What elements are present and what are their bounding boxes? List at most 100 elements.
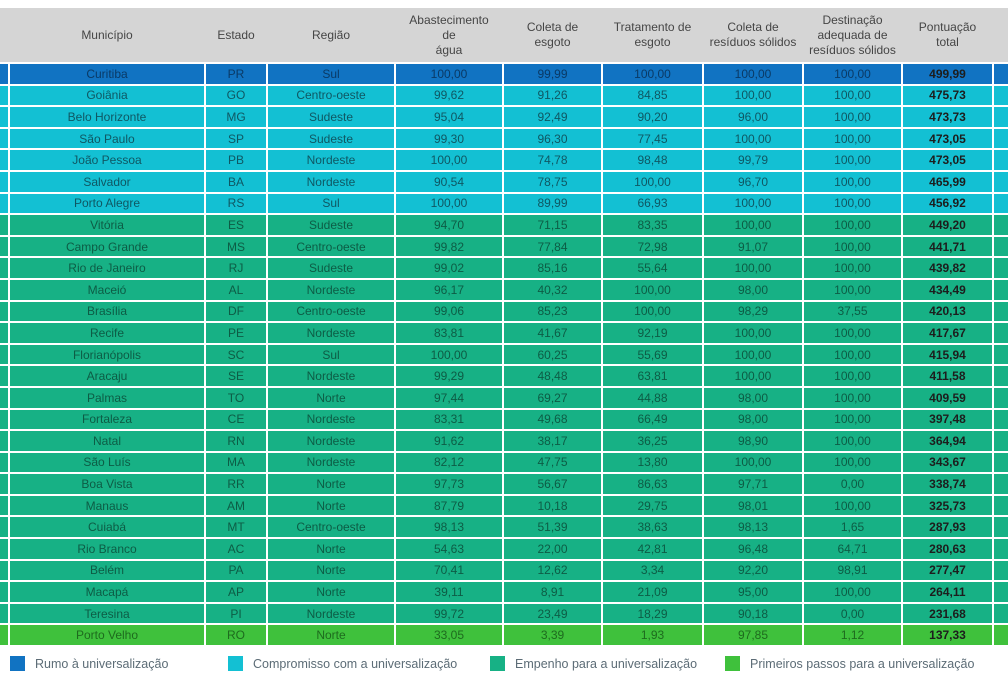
cell-destinacao: 100,00	[804, 495, 901, 516]
row-color-strip	[994, 301, 1008, 322]
cell-agua: 54,63	[396, 539, 502, 559]
cell-coleta_esgoto: 99,99	[504, 64, 601, 84]
sanitation-ranking-widget: Município Estado Região Abastecimento de ág…	[0, 8, 1008, 672]
row-color-strip	[0, 215, 8, 235]
cell-pontuacao: 411,58	[903, 366, 992, 386]
cell-tratamento_esgoto: 13,80	[603, 452, 702, 473]
cell-pontuacao: 325,73	[903, 495, 992, 516]
row-color-strip	[0, 560, 8, 581]
header-right-strip	[994, 8, 1008, 62]
cell-coleta_residuos: 92,20	[704, 560, 802, 581]
legend-item-rumo: Rumo à universalização	[10, 656, 228, 672]
cell-destinacao: 100,00	[804, 64, 901, 84]
row-color-strip	[0, 603, 8, 624]
cell-pontuacao: 473,05	[903, 150, 992, 170]
cell-regiao: Norte	[268, 560, 394, 581]
table-header-row: Município Estado Região Abastecimento de ág…	[0, 8, 1008, 62]
cell-coleta_residuos: 99,79	[704, 150, 802, 170]
row-color-strip	[994, 452, 1008, 473]
cell-municipio: Florianópolis	[10, 344, 204, 365]
cell-tratamento_esgoto: 86,63	[603, 474, 702, 494]
cell-destinacao: 100,00	[804, 236, 901, 257]
row-color-strip	[0, 387, 8, 408]
cell-municipio: Teresina	[10, 603, 204, 624]
cell-regiao: Sudeste	[268, 107, 394, 127]
cell-pontuacao: 420,13	[903, 301, 992, 322]
cell-estado: PA	[206, 560, 266, 581]
row-color-strip	[0, 539, 8, 559]
cell-coleta_residuos: 100,00	[704, 452, 802, 473]
cell-regiao: Centro-oeste	[268, 85, 394, 106]
cell-regiao: Nordeste	[268, 431, 394, 451]
cell-municipio: Goiânia	[10, 85, 204, 106]
row-color-strip	[0, 431, 8, 451]
cell-coleta_esgoto: 48,48	[504, 366, 601, 386]
row-color-strip	[994, 64, 1008, 84]
row-color-strip	[994, 474, 1008, 494]
cell-tratamento_esgoto: 92,19	[603, 323, 702, 343]
header-cell-destinacao: Destinação adequada de resíduos sólidos	[809, 12, 896, 57]
cell-estado: AC	[206, 539, 266, 559]
cell-tratamento_esgoto: 77,45	[603, 128, 702, 149]
cell-estado: TO	[206, 387, 266, 408]
cell-pontuacao: 449,20	[903, 215, 992, 235]
cell-coleta_esgoto: 49,68	[504, 409, 601, 430]
cell-coleta_esgoto: 47,75	[504, 452, 601, 473]
table-row: Belo Horizonte MG Sudeste 95,04 92,49 90,20 96…	[0, 107, 1008, 127]
cell-regiao: Sul	[268, 64, 394, 84]
cell-agua: 100,00	[396, 193, 502, 214]
cell-agua: 99,29	[396, 366, 502, 386]
table-row: João Pessoa PB Nordeste 100,00 74,78 98,48 99,…	[0, 150, 1008, 170]
cell-destinacao: 100,00	[804, 323, 901, 343]
cell-coleta_residuos: 100,00	[704, 215, 802, 235]
cell-estado: MA	[206, 452, 266, 473]
cell-destinacao: 100,00	[804, 279, 901, 300]
cell-regiao: Nordeste	[268, 452, 394, 473]
cell-destinacao: 100,00	[804, 366, 901, 386]
legend-label: Empenho para a universalização	[515, 656, 698, 671]
cell-agua: 83,31	[396, 409, 502, 430]
cell-tratamento_esgoto: 98,48	[603, 150, 702, 170]
cell-coleta_esgoto: 3,39	[504, 625, 601, 646]
table-row: Vitória ES Sudeste 94,70 71,15 83,35 100,00 100…	[0, 215, 1008, 235]
cell-coleta_residuos: 96,48	[704, 539, 802, 559]
row-color-strip	[0, 258, 8, 278]
cell-regiao: Nordeste	[268, 409, 394, 430]
table-row: Macapá AP Norte 39,11 8,91 21,09 95,00 100,00 26…	[0, 582, 1008, 602]
row-color-strip	[0, 366, 8, 386]
cell-agua: 87,79	[396, 495, 502, 516]
cell-coleta_esgoto: 74,78	[504, 150, 601, 170]
cell-municipio: Recife	[10, 323, 204, 343]
cell-pontuacao: 409,59	[903, 387, 992, 408]
cell-agua: 100,00	[396, 344, 502, 365]
table-row: Maceió AL Nordeste 96,17 40,32 100,00 98,00 100…	[0, 279, 1008, 300]
cell-pontuacao: 287,93	[903, 517, 992, 538]
cell-regiao: Sudeste	[268, 128, 394, 149]
cell-tratamento_esgoto: 44,88	[603, 387, 702, 408]
cell-pontuacao: 231,68	[903, 603, 992, 624]
cell-destinacao: 100,00	[804, 107, 901, 127]
legend: Rumo à universalização Compromisso com a …	[0, 656, 1008, 672]
cell-regiao: Nordeste	[268, 323, 394, 343]
cell-destinacao: 98,91	[804, 560, 901, 581]
cell-municipio: Boa Vista	[10, 474, 204, 494]
row-color-strip	[0, 236, 8, 257]
cell-regiao: Sudeste	[268, 258, 394, 278]
table-row: Belém PA Norte 70,41 12,62 3,34 92,20 98,91 277,…	[0, 560, 1008, 581]
cell-coleta_esgoto: 71,15	[504, 215, 601, 235]
cell-coleta_residuos: 98,00	[704, 409, 802, 430]
row-color-strip	[0, 495, 8, 516]
cell-estado: PB	[206, 150, 266, 170]
cell-estado: MG	[206, 107, 266, 127]
cell-tratamento_esgoto: 36,25	[603, 431, 702, 451]
cell-coleta_esgoto: 96,30	[504, 128, 601, 149]
cell-tratamento_esgoto: 21,09	[603, 582, 702, 602]
cell-coleta_esgoto: 23,49	[504, 603, 601, 624]
cell-agua: 91,62	[396, 431, 502, 451]
cell-estado: RO	[206, 625, 266, 646]
cell-destinacao: 64,71	[804, 539, 901, 559]
table-row: Florianópolis SC Sul 100,00 60,25 55,69 100,00…	[0, 344, 1008, 365]
table-row: Goiânia GO Centro-oeste 99,62 91,26 84,85 100,…	[0, 85, 1008, 106]
cell-pontuacao: 264,11	[903, 582, 992, 602]
cell-destinacao: 100,00	[804, 215, 901, 235]
